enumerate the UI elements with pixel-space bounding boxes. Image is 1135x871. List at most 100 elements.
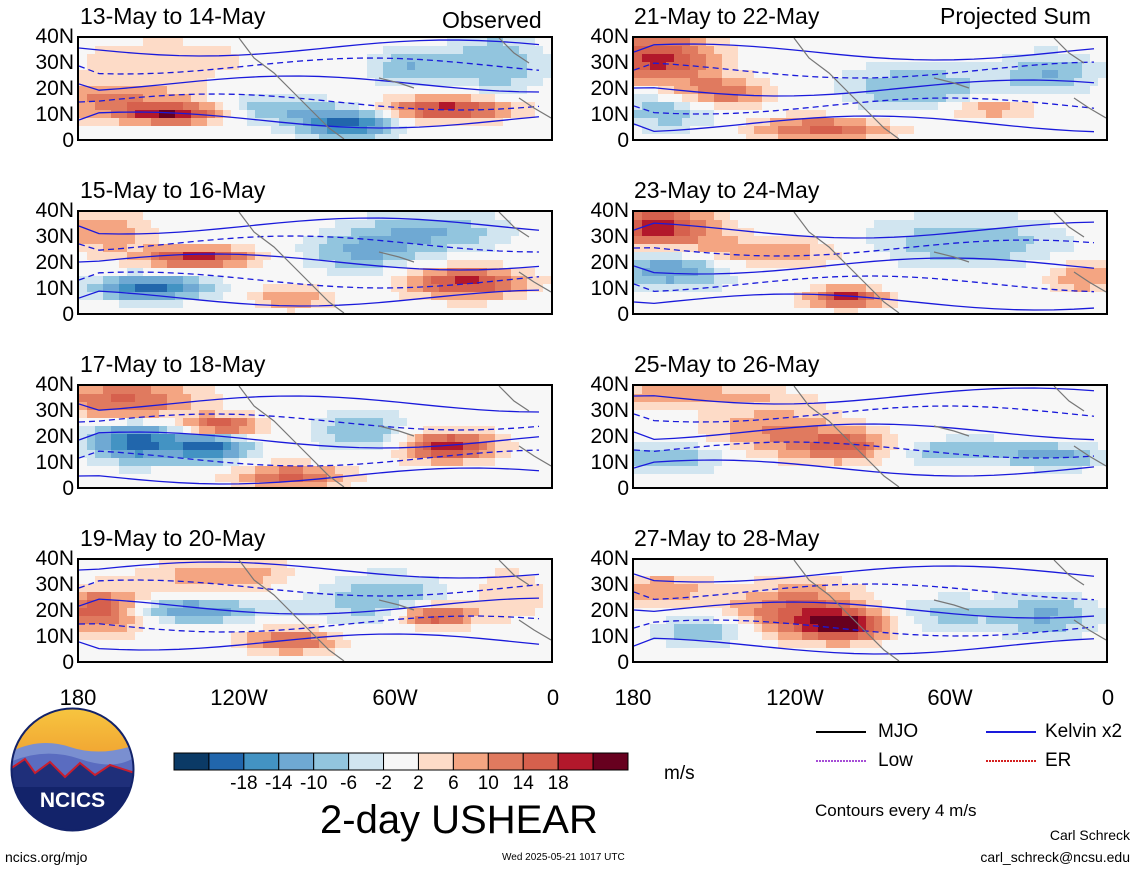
y-tick-label: 30N bbox=[590, 225, 629, 248]
legend-swatch-kelvin bbox=[986, 722, 1036, 742]
y-tick-label: 40N bbox=[35, 199, 74, 222]
legend-swatch-low bbox=[816, 751, 866, 771]
colorbar-swatch bbox=[348, 752, 385, 771]
panel-title: 27-May to 28-May bbox=[634, 525, 820, 551]
panel-title: 21-May to 22-May bbox=[634, 3, 820, 29]
y-tick-label: 0 bbox=[62, 651, 74, 674]
colorbar-swatch bbox=[487, 752, 524, 771]
colorbar-tick-label: 14 bbox=[512, 773, 534, 794]
panel-title: 13-May to 14-May bbox=[80, 3, 266, 29]
y-tick-label: 30N bbox=[35, 573, 74, 596]
colorbar-swatch bbox=[313, 752, 350, 771]
logo-text: NCICS bbox=[39, 789, 106, 812]
x-tick-label: 0 bbox=[1101, 685, 1115, 710]
y-tick-label: 10N bbox=[35, 277, 74, 300]
colorbar-tick-label: 6 bbox=[448, 773, 459, 794]
y-tick-label: 40N bbox=[35, 25, 74, 48]
contour-note: Contours every 4 m/s bbox=[815, 801, 977, 820]
legend-label-er: ER bbox=[1045, 750, 1072, 771]
colorbar-swatch bbox=[452, 752, 489, 771]
colorbar-swatch bbox=[173, 752, 210, 771]
colorbar-tick-label: 2 bbox=[413, 773, 424, 794]
y-tick-label: 10N bbox=[590, 103, 629, 126]
y-tick-label: 40N bbox=[590, 199, 629, 222]
colorbar-swatch bbox=[557, 752, 594, 771]
legend-swatch-mjo bbox=[816, 722, 866, 742]
y-tick-label: 30N bbox=[35, 225, 74, 248]
colorbar-tick-label: -6 bbox=[340, 773, 358, 794]
y-tick-label: 40N bbox=[35, 373, 74, 396]
y-tick-label: 20N bbox=[35, 77, 74, 100]
y-tick-label: 20N bbox=[590, 77, 629, 100]
x-tick-label: 120W bbox=[766, 685, 824, 710]
y-tick-label: 0 bbox=[62, 477, 74, 500]
y-tick-label: 10N bbox=[590, 277, 629, 300]
y-tick-label: 40N bbox=[35, 547, 74, 570]
heatmap-panel bbox=[77, 558, 553, 663]
panel-title: 23-May to 24-May bbox=[634, 177, 820, 203]
y-tick-label: 40N bbox=[590, 373, 629, 396]
colorbar-tick-label: -18 bbox=[230, 773, 258, 794]
heatmap-panel bbox=[632, 210, 1108, 315]
heatmap-panel bbox=[77, 384, 553, 489]
footer-author: Carl Schreck bbox=[1049, 827, 1130, 843]
legend-label-kelvin: Kelvin x2 bbox=[1045, 721, 1123, 742]
y-tick-label: 20N bbox=[35, 599, 74, 622]
legend-swatch-er bbox=[986, 751, 1036, 771]
colorbar-tick-label: -10 bbox=[299, 773, 328, 794]
heatmap-panel bbox=[77, 36, 553, 141]
projected-sum-label: Projected Sum bbox=[940, 3, 1091, 29]
heatmap-panel bbox=[632, 384, 1108, 489]
legend-label-mjo: MJO bbox=[878, 721, 919, 742]
y-tick-label: 30N bbox=[35, 51, 74, 74]
observed-label: Observed bbox=[442, 7, 542, 33]
y-tick-label: 0 bbox=[617, 477, 629, 500]
figure-title: 2-day USHEAR bbox=[320, 798, 598, 842]
y-tick-label: 20N bbox=[590, 251, 629, 274]
heatmap-panel bbox=[632, 36, 1108, 141]
heatmap-panel bbox=[77, 210, 553, 315]
x-tick-label: 60W bbox=[372, 685, 418, 710]
colorbar-units: m/s bbox=[664, 763, 695, 784]
colorbar-swatch bbox=[208, 752, 245, 771]
y-tick-label: 20N bbox=[590, 599, 629, 622]
ncics-logo: NCICS bbox=[10, 707, 135, 832]
legend-label-low: Low bbox=[878, 750, 913, 771]
panel-title: 25-May to 26-May bbox=[634, 351, 820, 377]
panel-title: 15-May to 16-May bbox=[80, 177, 266, 203]
y-tick-label: 30N bbox=[590, 399, 629, 422]
y-tick-label: 20N bbox=[35, 425, 74, 448]
colorbar-swatch bbox=[522, 752, 559, 771]
y-tick-label: 40N bbox=[590, 25, 629, 48]
colorbar-swatch bbox=[417, 752, 454, 771]
y-tick-label: 10N bbox=[590, 625, 629, 648]
footer-url: ncics.org/mjo bbox=[5, 849, 88, 865]
y-tick-label: 30N bbox=[590, 51, 629, 74]
y-tick-label: 0 bbox=[62, 129, 74, 152]
y-tick-label: 10N bbox=[590, 451, 629, 474]
y-tick-label: 10N bbox=[35, 451, 74, 474]
y-tick-label: 20N bbox=[35, 251, 74, 274]
y-tick-label: 30N bbox=[590, 573, 629, 596]
y-tick-label: 10N bbox=[35, 103, 74, 126]
footer-email: carl_schreck@ncsu.edu bbox=[980, 849, 1130, 865]
colorbar-swatch bbox=[383, 752, 419, 771]
colorbar-tick-label: 18 bbox=[547, 773, 569, 794]
colorbar-swatch bbox=[592, 752, 629, 771]
colorbar-swatch bbox=[243, 752, 280, 771]
x-tick-label: 0 bbox=[546, 685, 560, 710]
footer-timestamp: Wed 2025-05-21 1017 UTC bbox=[502, 852, 625, 863]
x-tick-label: 120W bbox=[210, 685, 268, 710]
y-tick-label: 0 bbox=[62, 303, 74, 326]
y-tick-label: 40N bbox=[590, 547, 629, 570]
colorbar-tick-label: 10 bbox=[477, 773, 499, 794]
y-tick-label: 10N bbox=[35, 625, 74, 648]
heatmap-panel bbox=[632, 558, 1108, 663]
y-tick-label: 0 bbox=[617, 651, 629, 674]
y-tick-label: 0 bbox=[617, 303, 629, 326]
y-tick-label: 20N bbox=[590, 425, 629, 448]
x-tick-label: 180 bbox=[614, 685, 652, 710]
colorbar-swatch bbox=[278, 752, 315, 771]
x-tick-label: 180 bbox=[59, 685, 97, 710]
colorbar bbox=[173, 752, 629, 777]
